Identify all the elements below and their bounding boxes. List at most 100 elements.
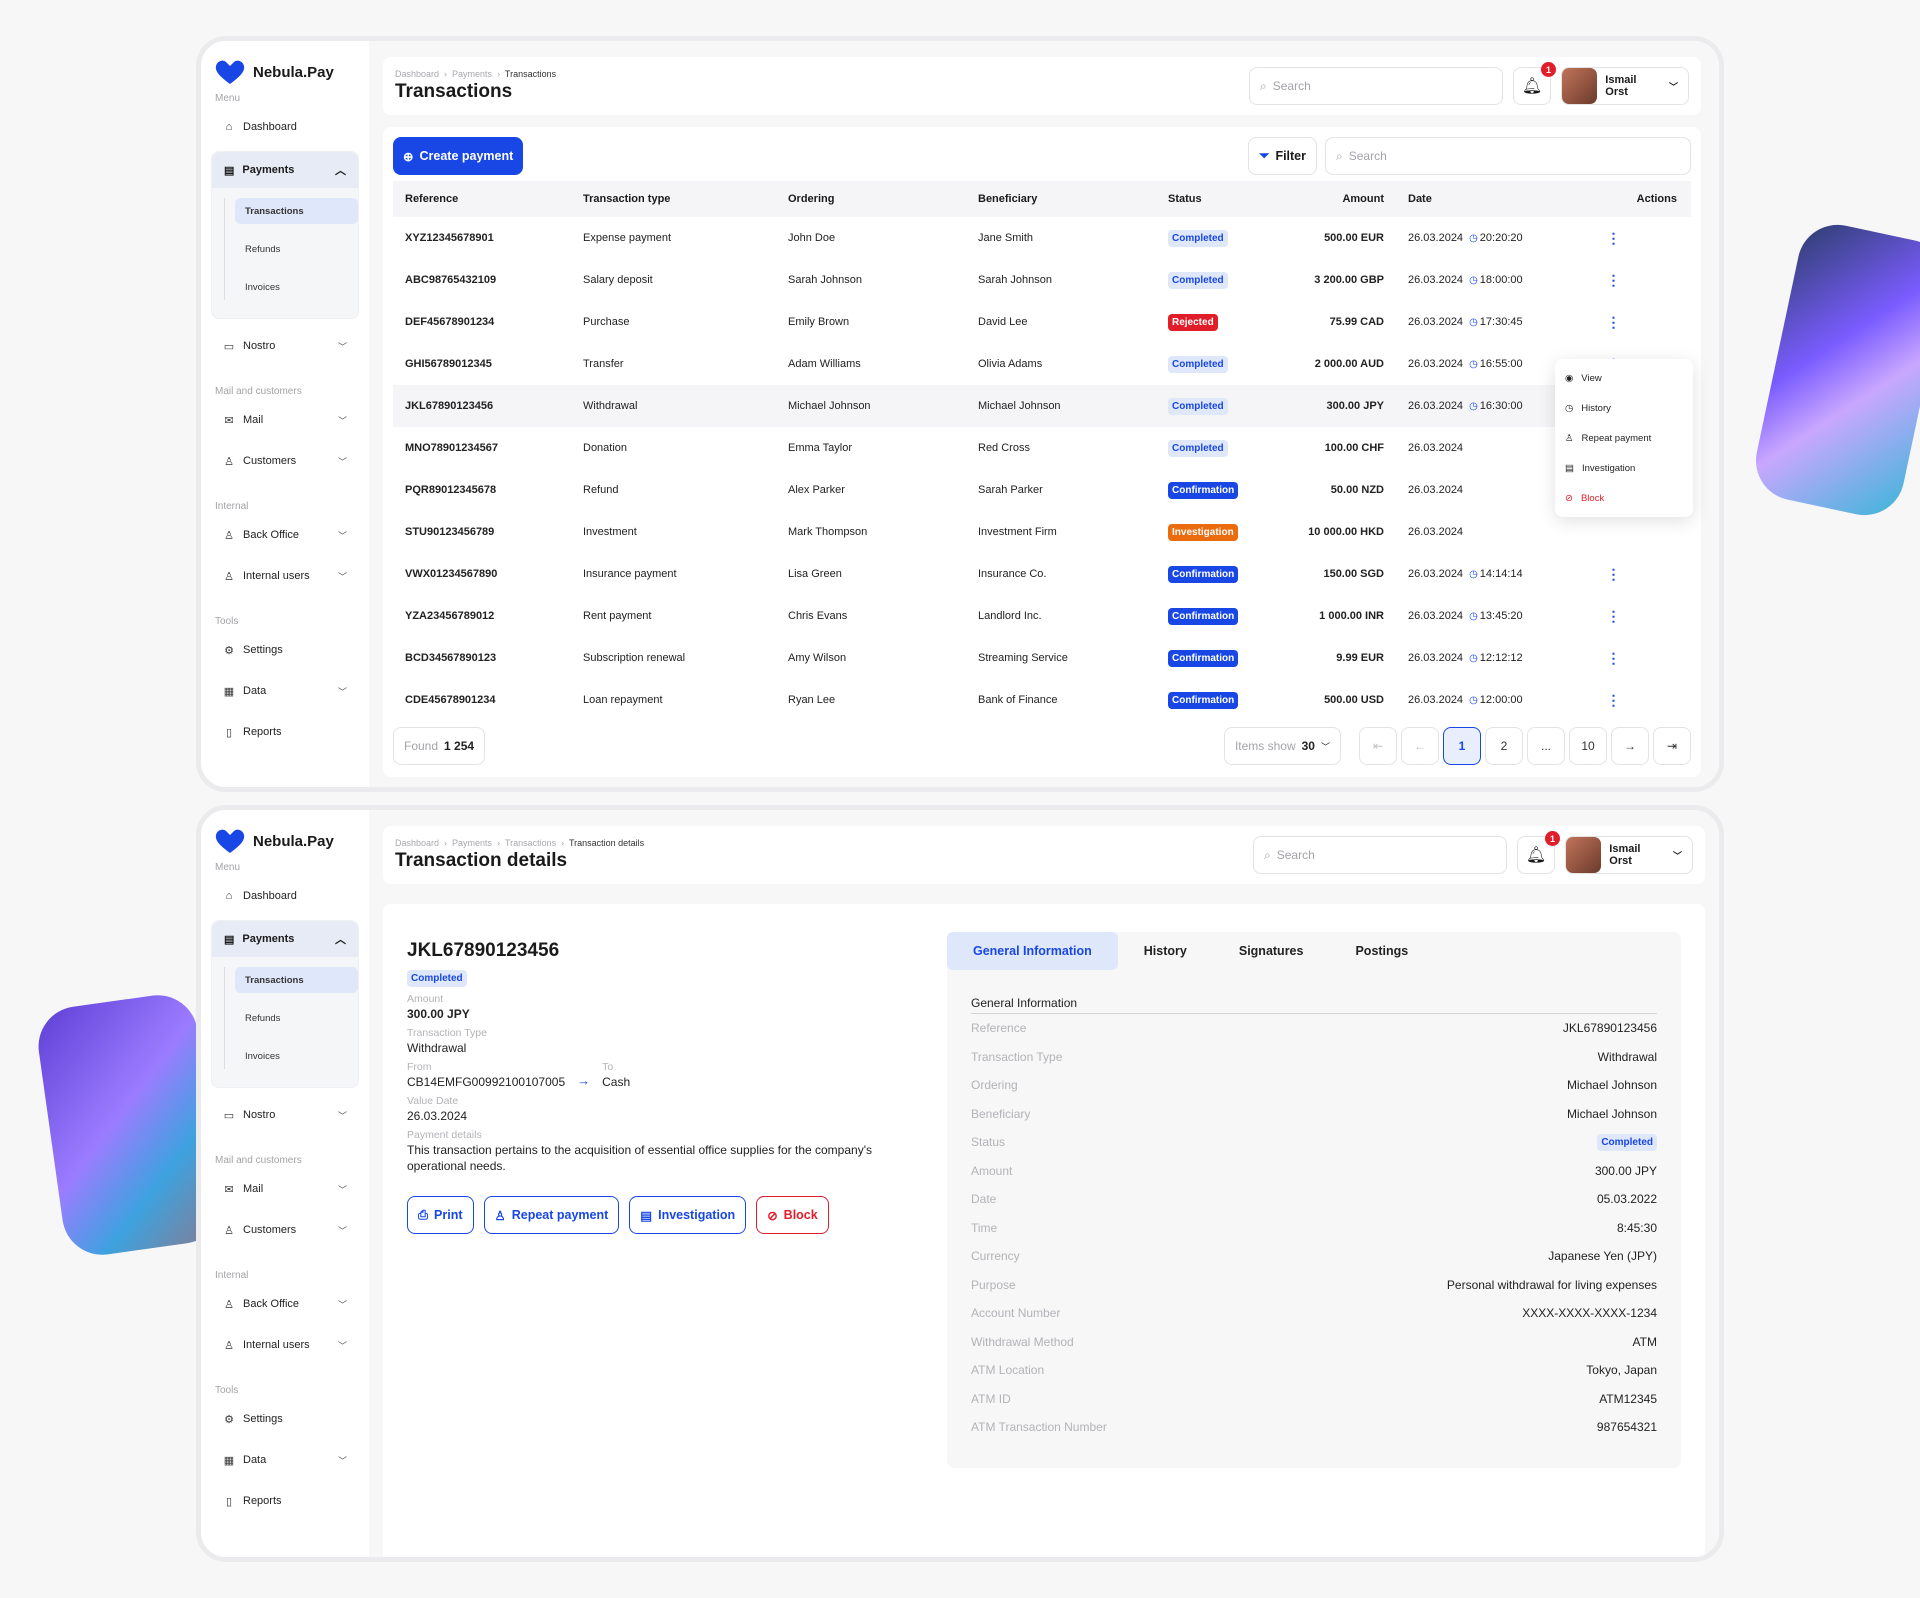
sidebar-item-customers[interactable]: ♙ Customers ﹀ — [224, 455, 347, 468]
col-amount[interactable]: Amount — [1266, 181, 1396, 217]
table-row[interactable]: ABC98765432109 Salary deposit Sarah John… — [393, 259, 1691, 301]
notifications-button[interactable]: 🔔︎ 1 — [1517, 831, 1560, 874]
table-row[interactable]: XYZ12345678901 Expense payment John Doe … — [393, 217, 1691, 259]
cell-reference[interactable]: YZA23456789012 — [405, 610, 495, 622]
menu-item-block[interactable]: ⊘ Block — [1565, 492, 1605, 504]
cell-reference[interactable]: XYZ12345678901 — [405, 232, 494, 244]
breadcrumb-transactions[interactable]: Transactions — [504, 838, 557, 848]
row-actions-button[interactable]: ⋮ — [1602, 226, 1626, 250]
table-row[interactable]: MNO78901234567 Donation Emma Taylor Red … — [393, 427, 1691, 469]
filter-button[interactable]: ⏷ Filter — [1248, 137, 1317, 175]
sidebar-item-nostro[interactable]: ▭ Nostro ﹀ — [223, 340, 347, 353]
items-per-page-select[interactable]: Items show 30 ﹀ — [1223, 727, 1341, 765]
col-date[interactable]: Date — [1396, 181, 1536, 217]
tab-history[interactable]: History — [1143, 944, 1187, 958]
sidebar-item-mail[interactable]: ✉ Mail ﹀ — [224, 1183, 347, 1196]
next-page-button[interactable]: → — [1611, 727, 1649, 765]
tab-postings[interactable]: Postings — [1355, 944, 1409, 958]
user-menu[interactable]: Ismail Orst ﹀ — [1565, 836, 1693, 874]
brand-logo[interactable]: Nebula.Pay — [215, 828, 359, 854]
cell-reference[interactable]: STU90123456789 — [405, 526, 495, 538]
sidebar-item-refunds[interactable]: Refunds — [245, 1012, 281, 1024]
search-input[interactable]: ⌕ Search — [1253, 836, 1507, 874]
menu-item-history[interactable]: ◷ History — [1565, 402, 1611, 414]
sidebar-item-nostro[interactable]: ▭ Nostro ﹀ — [223, 1109, 347, 1122]
sidebar-item-dashboard[interactable]: ⌂ Dashboard — [211, 879, 359, 913]
last-page-button[interactable]: ⇥ — [1653, 727, 1691, 765]
cell-reference[interactable]: GHI56789012345 — [405, 358, 492, 370]
cell-reference[interactable]: BCD34567890123 — [405, 652, 497, 664]
sidebar-item-customers[interactable]: ♙ Customers ﹀ — [224, 1224, 347, 1237]
breadcrumb-dashboard[interactable]: Dashboard — [395, 838, 440, 848]
sidebar-item-settings[interactable]: ⚙ Settings — [224, 1413, 283, 1426]
cell-reference[interactable]: PQR89012345678 — [405, 484, 497, 496]
sidebar-item-transactions[interactable]: Transactions — [235, 198, 358, 224]
sidebar-item-settings[interactable]: ⚙ Settings — [224, 644, 283, 657]
row-actions-button[interactable]: ⋮ — [1602, 688, 1626, 712]
print-button[interactable]: ⎙ Print — [407, 1196, 474, 1235]
table-row[interactable]: BCD34567890123 Subscription renewal Amy … — [393, 637, 1691, 679]
table-row[interactable]: PQR89012345678 Refund Alex Parker Sarah … — [393, 469, 1691, 511]
sidebar-item-payments[interactable]: ▤ Payments ︿ — [212, 152, 358, 188]
table-row[interactable]: JKL67890123456 Withdrawal Michael Johnso… — [393, 385, 1691, 427]
brand-logo[interactable]: Nebula.Pay — [215, 59, 359, 85]
menu-item-view[interactable]: ◉ View — [1565, 372, 1602, 384]
create-payment-button[interactable]: ⊕ Create payment — [393, 137, 524, 175]
sidebar-item-invoices[interactable]: Invoices — [245, 281, 280, 293]
sidebar-item-refunds[interactable]: Refunds — [245, 243, 281, 255]
row-actions-button[interactable]: ⋮ — [1602, 646, 1626, 670]
sidebar-item-back-office[interactable]: ♙ Back Office ﹀ — [224, 1298, 347, 1311]
breadcrumb-payments[interactable]: Payments — [452, 838, 493, 848]
cell-reference[interactable]: JKL67890123456 — [393, 385, 571, 427]
table-row[interactable]: YZA23456789012 Rent payment Chris Evans … — [393, 595, 1691, 637]
sidebar-item-data[interactable]: ▦ Data ﹀ — [223, 1454, 347, 1467]
table-row[interactable]: GHI56789012345 Transfer Adam Williams Ol… — [393, 343, 1691, 385]
row-actions-button[interactable]: ⋮ — [1602, 562, 1626, 586]
sidebar-item-mail[interactable]: ✉ Mail ﹀ — [224, 414, 347, 427]
table-search-input[interactable]: ⌕ Search — [1325, 137, 1691, 175]
table-row[interactable]: VWX01234567890 Insurance payment Lisa Gr… — [393, 553, 1691, 595]
page-1-button[interactable]: 1 — [1443, 727, 1481, 765]
breadcrumb-payments[interactable]: Payments — [452, 69, 493, 79]
repeat-payment-button[interactable]: ♙ Repeat payment — [483, 1196, 620, 1235]
col-reference[interactable]: Reference — [393, 181, 571, 217]
search-input[interactable]: ⌕ Search — [1249, 67, 1503, 105]
sidebar-item-reports[interactable]: ▯ Reports — [211, 1484, 359, 1518]
sidebar-item-internal-users[interactable]: ♙ Internal users ﹀ — [224, 570, 347, 583]
tab-general-information[interactable]: General Information — [947, 932, 1118, 970]
block-button[interactable]: ⊘ Block — [756, 1196, 829, 1235]
table-row[interactable]: DEF45678901234 Purchase Emily Brown Davi… — [393, 301, 1691, 343]
notifications-button[interactable]: 🔔︎ 1 — [1513, 62, 1556, 105]
investigation-button[interactable]: ▤ Investigation — [629, 1196, 747, 1235]
sidebar-item-invoices[interactable]: Invoices — [245, 1050, 280, 1062]
sidebar-item-transactions[interactable]: Transactions — [235, 967, 358, 993]
sidebar-item-payments[interactable]: ▤ Payments ︿ — [212, 921, 358, 957]
col-status[interactable]: Status — [1156, 181, 1266, 217]
col-transaction-type[interactable]: Transaction type — [571, 181, 776, 217]
col-beneficiary[interactable]: Beneficiary — [966, 181, 1156, 217]
cell-reference[interactable]: ABC98765432109 — [405, 274, 497, 286]
row-actions-button[interactable]: ⋮ — [1602, 268, 1626, 292]
page-2-button[interactable]: 2 — [1485, 727, 1523, 765]
sidebar-item-reports[interactable]: ▯ Reports — [211, 715, 359, 749]
table-row[interactable]: STU90123456789 Investment Mark Thompson … — [393, 511, 1691, 553]
cell-reference[interactable]: CDE45678901234 — [405, 694, 496, 706]
col-ordering[interactable]: Ordering — [776, 181, 966, 217]
cell-reference[interactable]: VWX01234567890 — [405, 568, 498, 580]
first-page-button[interactable]: ⇤ — [1359, 727, 1397, 765]
page-10-button[interactable]: 10 — [1569, 727, 1607, 765]
sidebar-item-data[interactable]: ▦ Data ﹀ — [223, 685, 347, 698]
row-actions-button[interactable]: ⋮ — [1602, 604, 1626, 628]
breadcrumb-dashboard[interactable]: Dashboard — [395, 69, 440, 79]
user-menu[interactable]: Ismail Orst ﹀ — [1561, 67, 1689, 105]
tab-signatures[interactable]: Signatures — [1238, 944, 1304, 958]
cell-reference[interactable]: MNO78901234567 — [405, 442, 498, 454]
sidebar-item-dashboard[interactable]: ⌂ Dashboard — [211, 110, 359, 144]
row-actions-button[interactable]: ⋮ — [1602, 310, 1626, 334]
table-row[interactable]: CDE45678901234 Loan repayment Ryan Lee B… — [393, 679, 1691, 721]
sidebar-item-internal-users[interactable]: ♙ Internal users ﹀ — [224, 1339, 347, 1352]
prev-page-button[interactable]: ← — [1401, 727, 1439, 765]
menu-item-investigation[interactable]: ▤ Investigation — [1565, 462, 1636, 474]
cell-reference[interactable]: DEF45678901234 — [405, 316, 495, 328]
menu-item-repeat-payment[interactable]: ♙ Repeat payment — [1565, 432, 1652, 444]
